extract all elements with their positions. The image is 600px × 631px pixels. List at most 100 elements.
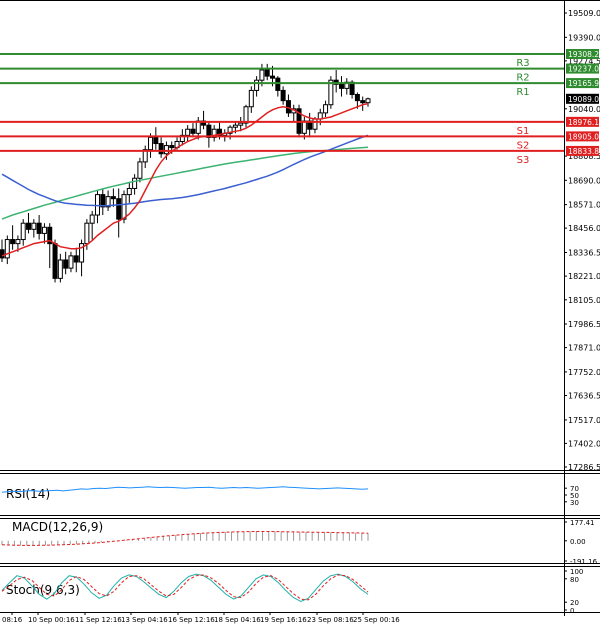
price-tick-label: 18221.0 <box>568 272 600 281</box>
price-tick-label: 18456.0 <box>568 224 600 233</box>
candle-body <box>41 226 47 234</box>
price-tick-label: 17636.5 <box>568 392 600 401</box>
candle-body <box>84 222 90 245</box>
sma-slow-line <box>1 146 369 220</box>
candle-body <box>116 198 122 220</box>
level-label-r2: 19237.0 <box>568 65 599 74</box>
price-tick-label: 17286.5 <box>568 463 600 472</box>
candle-body <box>275 77 281 91</box>
candle-body <box>20 222 26 241</box>
level-badge-r2 <box>566 63 599 74</box>
price-tick-label: 17402.0 <box>568 439 600 448</box>
level-name-r2: R2 <box>516 73 529 84</box>
sub-tick-label: 30 <box>570 499 579 507</box>
candle-body <box>0 249 5 259</box>
macd-title: MACD(12,26,9) <box>12 520 103 534</box>
candle-body <box>216 128 222 136</box>
sma-fast-line <box>1 102 369 257</box>
price-tick-label: 19509.0 <box>568 9 600 18</box>
stoch-title: Stoch(9,6,3) <box>6 583 80 597</box>
candle-body <box>312 118 318 130</box>
level-badge-s1 <box>566 116 599 127</box>
candle-body <box>323 104 329 114</box>
sub-tick-label: 70 <box>570 485 579 493</box>
time-label: 23 Sep 08:16 <box>307 616 354 624</box>
time-label: 16 Sep 12:16 <box>168 616 215 624</box>
sma-mid-line <box>1 134 369 207</box>
price-tick-label: 18690.0 <box>568 176 600 185</box>
level-badge-s3 <box>566 145 599 156</box>
sub-tick-label: 0.00 <box>570 538 586 546</box>
candle-body <box>63 259 69 269</box>
candle-body <box>36 222 42 234</box>
candle-body <box>349 81 355 96</box>
candle-body <box>285 100 291 114</box>
candle-body <box>360 100 366 104</box>
candle-body <box>179 134 185 142</box>
candle-body <box>126 187 132 196</box>
stoch-k-line <box>1 573 369 602</box>
sub-tick-label: 50 <box>570 492 579 500</box>
level-label-r1: 19165.9 <box>568 79 599 88</box>
candle-body <box>238 122 244 126</box>
level-badge-s2 <box>566 131 599 142</box>
price-tick-label: 17871.0 <box>568 344 600 353</box>
level-label-r3: 19308.2 <box>568 50 599 59</box>
last-price-badge <box>566 93 599 104</box>
candle-body <box>142 149 148 163</box>
candle-body <box>280 89 286 102</box>
level-badge-r3 <box>566 49 599 60</box>
candle-body <box>195 120 201 134</box>
candle-body <box>52 243 58 279</box>
sub-tick-label: 177.41 <box>570 519 595 527</box>
time-label: 19 Sep 16:16 <box>260 616 307 624</box>
macd-signal-line <box>1 531 369 546</box>
candle-body <box>264 69 270 77</box>
candle-body <box>57 259 63 279</box>
candle-body <box>31 222 37 230</box>
price-tick-label: 17986.5 <box>568 320 600 329</box>
level-name-s2: S2 <box>517 140 530 151</box>
candle-body <box>68 255 74 269</box>
candle-body <box>338 83 344 89</box>
candle-body <box>10 239 16 245</box>
main-pane: 19509.0 19390.0 19274.5 19040.0 18808.5 18690… <box>0 9 600 472</box>
candle-body <box>301 120 307 134</box>
candle-body <box>148 136 154 151</box>
price-tick-label: 18808.5 <box>568 152 600 161</box>
candle-body <box>190 128 196 134</box>
time-label: 18 Sep 04:16 <box>214 616 261 624</box>
candle-body <box>227 126 233 134</box>
candle-body <box>354 94 360 102</box>
candle-body <box>4 239 10 259</box>
price-tick-label: 18571.0 <box>568 201 600 210</box>
price-tick-label: 18105.0 <box>568 296 600 305</box>
price-tick-label: 19274.5 <box>568 57 600 66</box>
candle-body <box>89 214 95 224</box>
sub-tick-label: 20 <box>570 599 579 607</box>
candle-body <box>105 196 111 208</box>
candle-body <box>26 222 32 230</box>
sub-tick-label: 0 <box>570 607 574 615</box>
rsi-line <box>1 486 369 493</box>
candle-body <box>270 75 276 79</box>
candle-body <box>137 161 143 179</box>
level-label-s2: 18905.0 <box>568 132 599 141</box>
time-label: 13 Sep 04:16 <box>121 616 168 624</box>
candle-body <box>328 79 334 106</box>
candle-body <box>110 196 116 200</box>
candle-body <box>185 128 191 136</box>
sub-tick-label: -191.16 <box>570 558 598 566</box>
candle-body <box>153 136 159 145</box>
macd-pane: MACD(12,26,9) 177.41 0.00 -191.16 <box>1 519 598 566</box>
level-name-s1: S1 <box>517 126 530 137</box>
stoch-d-line <box>1 574 369 601</box>
candle-body <box>206 124 212 138</box>
time-label: 08:16 <box>2 616 23 624</box>
time-axis: 08:16 10 Sep 00:16 11 Sep 12:16 13 Sep 04:1… <box>2 612 400 624</box>
price-tick-label: 19390.0 <box>568 33 600 42</box>
candle-body <box>248 89 254 108</box>
level-label-s3: 18833.8 <box>568 147 599 156</box>
